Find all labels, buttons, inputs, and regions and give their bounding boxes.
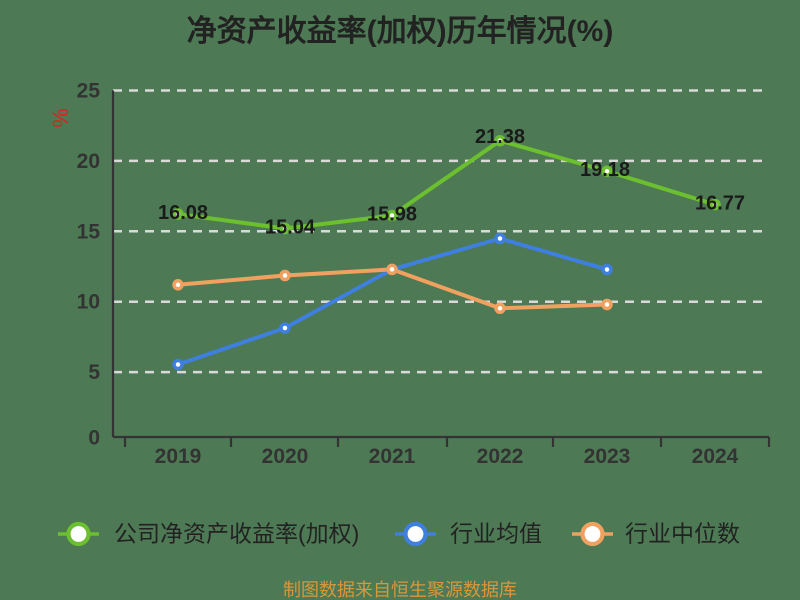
svg-text:0: 0 [88,427,100,450]
svg-text:15: 15 [77,220,101,243]
svg-text:制图数据来自恒生聚源数据库: 制图数据来自恒生聚源数据库 [283,580,517,600]
svg-text:行业中位数: 行业中位数 [625,521,740,547]
svg-text:2020: 2020 [262,445,309,468]
svg-text:16.08: 16.08 [158,202,208,224]
svg-text:2022: 2022 [477,445,524,468]
svg-text:25: 25 [77,80,101,103]
svg-text:2023: 2023 [584,445,631,468]
svg-text:19.18: 19.18 [580,159,630,181]
svg-text:16.77: 16.77 [695,193,745,215]
svg-text:%: % [48,108,73,128]
svg-text:5: 5 [88,361,100,384]
svg-text:21.38: 21.38 [475,126,525,148]
svg-text:15.98: 15.98 [367,204,417,226]
svg-text:2019: 2019 [155,445,202,468]
svg-text:20: 20 [77,150,100,173]
svg-text:15.04: 15.04 [265,217,316,239]
svg-text:2024: 2024 [692,445,739,468]
svg-text:2021: 2021 [369,445,416,468]
svg-text:行业均值: 行业均值 [450,521,542,547]
svg-text:10: 10 [77,291,100,314]
svg-text:公司净资产收益率(加权): 公司净资产收益率(加权) [114,521,359,547]
